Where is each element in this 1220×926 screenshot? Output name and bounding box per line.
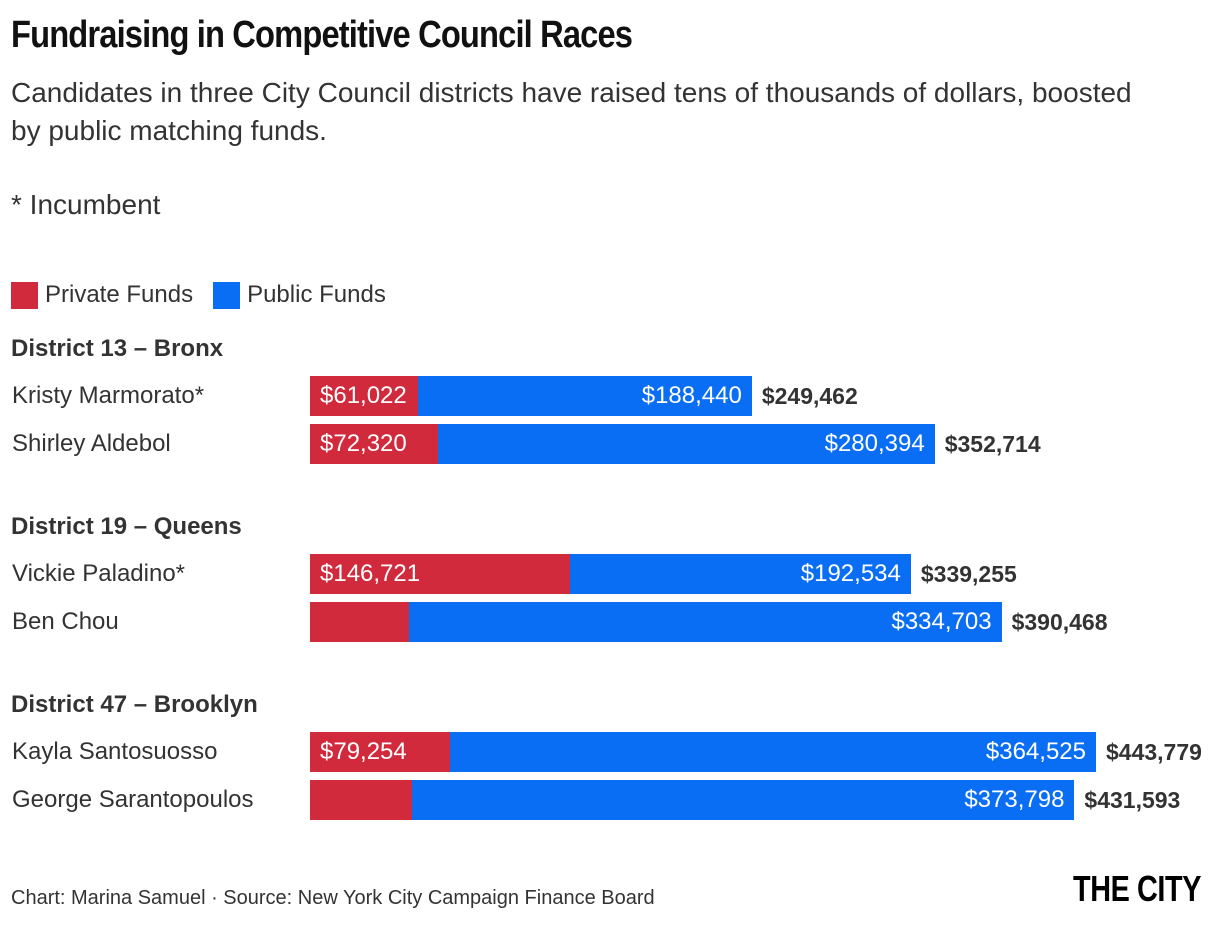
total-funds-label: $443,779 <box>1106 739 1202 765</box>
total-funds-label: $352,714 <box>944 431 1041 457</box>
bar-private-funds <box>310 602 409 642</box>
candidate-name: Shirley Aldebol <box>12 430 171 457</box>
legend: Private Funds Public Funds <box>11 280 406 310</box>
district-header: District 13 – Bronx <box>11 335 224 362</box>
total-funds-label: $249,462 <box>761 383 858 409</box>
source-credit: Chart: Marina Samuel · Source: New York … <box>11 887 655 909</box>
bar-private-funds <box>310 780 413 820</box>
bar-public-funds <box>418 376 752 416</box>
district-header: District 47 – Brooklyn <box>11 691 258 718</box>
bar-private-funds <box>310 376 419 416</box>
total-funds-label: $390,468 <box>1011 609 1108 635</box>
bar-public-funds <box>569 554 911 594</box>
bar-public-funds <box>450 732 1096 772</box>
legend-label-public: Public Funds <box>247 281 386 308</box>
bar-public-funds <box>408 602 1002 642</box>
private-funds-label: $61,022 <box>320 382 407 409</box>
candidate-name: Ben Chou <box>12 608 119 635</box>
incumbent-note: * Incumbent <box>11 189 161 220</box>
the-city-logo: THE CITY <box>1073 868 1202 909</box>
private-funds-label: $79,254 <box>320 738 407 765</box>
private-funds-label: $146,721 <box>320 560 421 587</box>
candidate-name: Kayla Santosuosso <box>12 738 218 765</box>
legend-label-private: Private Funds <box>45 281 194 308</box>
private-funds-label: $72,320 <box>320 430 407 457</box>
public-funds-label: $280,394 <box>824 430 925 457</box>
total-funds-label: $339,255 <box>920 561 1017 587</box>
total-funds-label: $431,593 <box>1084 787 1181 813</box>
bar-private-funds <box>310 732 451 772</box>
candidate-name: Kristy Marmorato* <box>12 382 205 409</box>
bar-private-funds <box>310 424 439 464</box>
public-funds-label: $192,534 <box>800 560 901 587</box>
bar-public-funds <box>438 424 935 464</box>
public-funds-label: $334,703 <box>891 608 992 635</box>
legend-swatch-private <box>11 281 38 309</box>
public-funds-label: $364,525 <box>985 738 1086 765</box>
chart-title: Fundraising in Competitive Council Races <box>11 14 633 56</box>
district-header: District 19 – Queens <box>11 513 242 540</box>
legend-item-private: Private Funds <box>11 281 193 309</box>
candidate-name: Vickie Paladino* <box>12 560 186 587</box>
public-funds-label: $188,440 <box>641 382 742 409</box>
bar-private-funds <box>310 554 570 594</box>
bar-public-funds <box>412 780 1075 820</box>
legend-item-public: Public Funds <box>213 281 386 309</box>
candidate-name: George Sarantopoulos <box>12 786 254 813</box>
chart-subtitle: Candidates in three City Council distric… <box>11 77 1132 146</box>
legend-swatch-public <box>213 281 241 309</box>
public-funds-label: $373,798 <box>964 786 1065 813</box>
